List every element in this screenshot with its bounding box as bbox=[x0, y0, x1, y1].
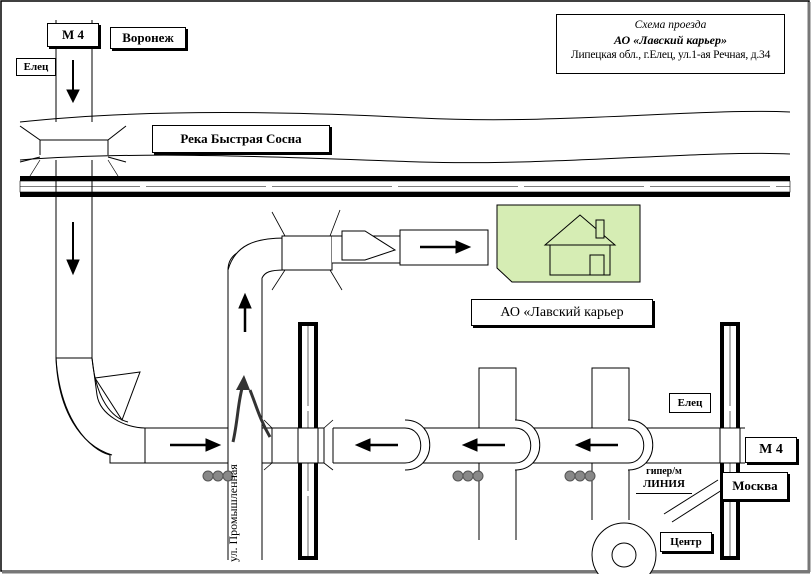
overpass-3 bbox=[627, 419, 654, 471]
railway-icon bbox=[719, 322, 741, 560]
hypermarket-type: гипер/м bbox=[646, 466, 682, 477]
info-company: АО «Лавский карьер» bbox=[614, 33, 727, 47]
hypermarket-name: ЛИНИЯ bbox=[643, 478, 685, 490]
cross-street-1-south bbox=[478, 463, 517, 540]
traffic-light-icon bbox=[564, 470, 596, 482]
railway-icon bbox=[297, 322, 319, 560]
cross-street-1 bbox=[478, 367, 517, 429]
m4-right-label: М 4 bbox=[745, 437, 797, 463]
river-label: Река Быстрая Сосна bbox=[152, 125, 330, 153]
rail-bridge bbox=[281, 235, 333, 271]
river-bank-south bbox=[19, 152, 791, 164]
traffic-light-icon bbox=[452, 470, 484, 482]
info-box: Схема проезда АО «Лавский карьер» Липецк… bbox=[556, 14, 785, 74]
elets-top-label: Елец bbox=[16, 58, 56, 76]
river-bank-north bbox=[19, 110, 791, 123]
elets-right-label: Елец bbox=[669, 393, 711, 413]
cross-street-2 bbox=[591, 367, 630, 429]
overpass-1 bbox=[404, 419, 431, 471]
road-to-moscow bbox=[663, 479, 723, 523]
railway-icon bbox=[19, 176, 791, 197]
info-address: Липецкая обл., г.Елец, ул.1-ая Речная, д… bbox=[570, 49, 771, 61]
arrow-icon bbox=[66, 60, 618, 452]
m4-top-label: М 4 bbox=[47, 23, 99, 47]
road-m4-north bbox=[19, 20, 127, 358]
curve-arrow bbox=[94, 371, 141, 422]
center-label: Центр bbox=[660, 532, 712, 552]
voronezh-label: Воронеж bbox=[110, 27, 186, 49]
moscow-label: Москва bbox=[722, 472, 788, 500]
traffic-light-icon bbox=[202, 470, 234, 482]
destination-site bbox=[496, 204, 641, 283]
cross-street-2-south bbox=[591, 463, 630, 520]
hypermarket-underline bbox=[636, 466, 692, 494]
hypermarket-label: гипер/м ЛИНИЯ bbox=[636, 466, 692, 490]
destination-label: АО «Лавский карьер bbox=[471, 299, 653, 326]
overpass-2 bbox=[514, 419, 541, 471]
house-icon bbox=[543, 214, 617, 276]
street-label: ул. Промышленная bbox=[226, 464, 240, 562]
curve-road bbox=[55, 357, 146, 464]
info-title: Схема проезда bbox=[634, 19, 707, 31]
